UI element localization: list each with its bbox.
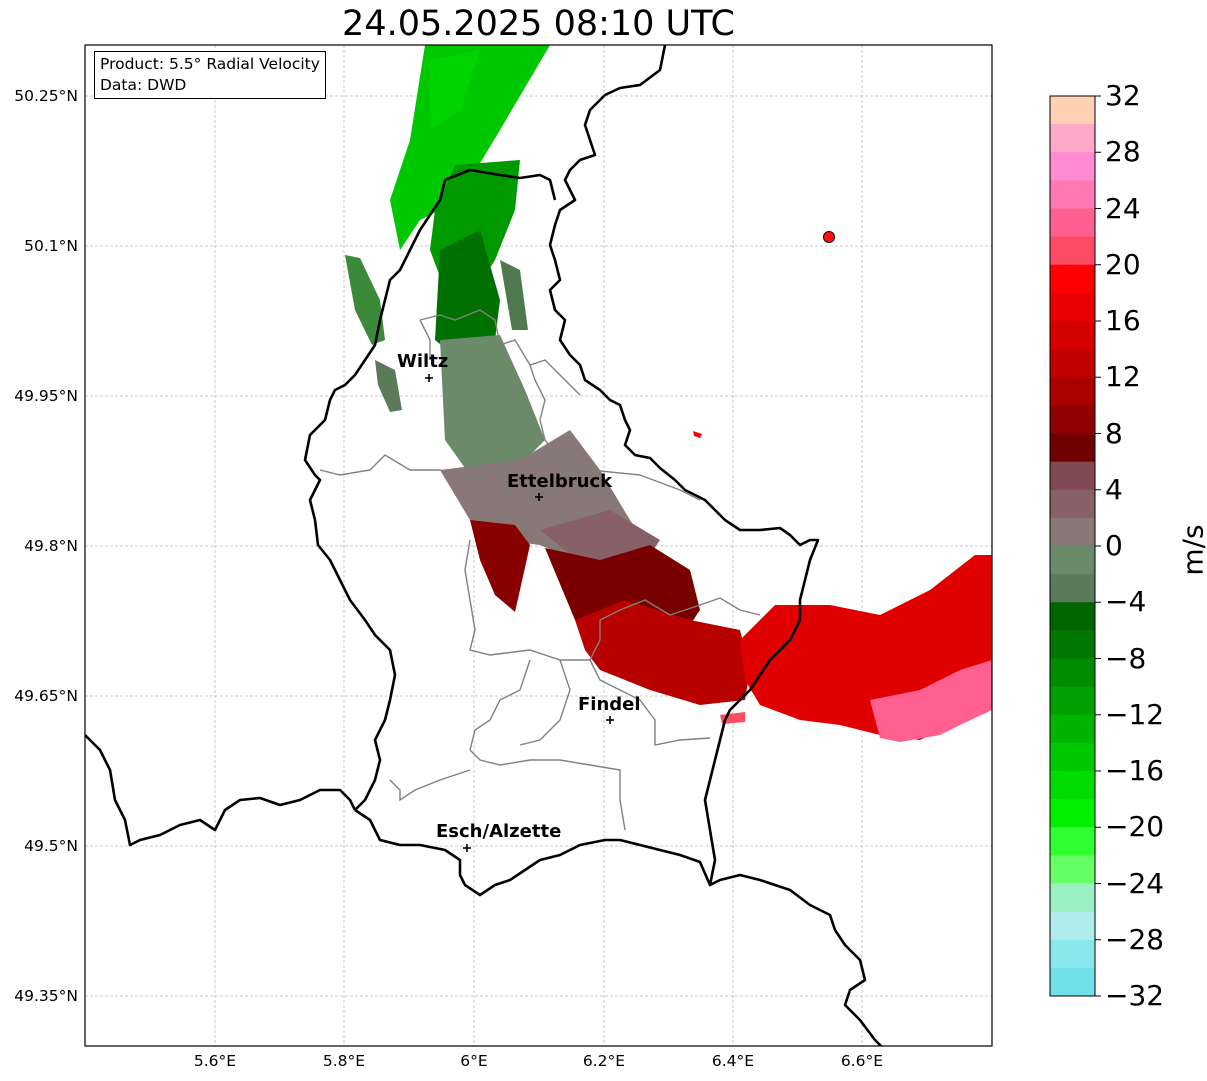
canton-boundaries bbox=[319, 309, 761, 831]
colorbar-segment bbox=[1050, 517, 1095, 547]
colorbar-tick-label: 12 bbox=[1105, 360, 1141, 394]
lat-label: 49.35°N bbox=[14, 987, 78, 1005]
colorbar-segment bbox=[1050, 658, 1095, 688]
colorbar-segment bbox=[1050, 799, 1095, 828]
echo-left-speckle-2 bbox=[375, 360, 402, 412]
colorbar-segment bbox=[1050, 180, 1095, 209]
colorbar-segment bbox=[1050, 124, 1095, 153]
colorbar-segment bbox=[1050, 208, 1095, 238]
colorbar-segment bbox=[1050, 911, 1095, 941]
colorbar-segment bbox=[1050, 96, 1095, 125]
lat-label: 49.5°N bbox=[24, 837, 78, 855]
colorbar-segment bbox=[1050, 883, 1095, 913]
colorbar-segment bbox=[1050, 461, 1095, 491]
colorbar-tick-label: −24 bbox=[1105, 866, 1165, 900]
map-title: 24.05.2025 08:10 UTC bbox=[342, 4, 735, 44]
city-label-wiltz: Wiltz bbox=[397, 351, 449, 372]
colorbar-tick-label: −16 bbox=[1105, 754, 1165, 787]
plot-frame bbox=[84, 44, 993, 1047]
colorbar-segment bbox=[1050, 827, 1095, 856]
echo-grey-green bbox=[440, 335, 545, 475]
city-marker-esch bbox=[463, 844, 471, 852]
lon-label: 6.6°E bbox=[840, 1052, 884, 1070]
colorbar-tick-label: 24 bbox=[1105, 191, 1141, 225]
colorbar-tick-label: −8 bbox=[1105, 641, 1147, 675]
radar-site-marker bbox=[823, 231, 835, 243]
echo-green-right bbox=[500, 260, 528, 330]
city-marker-findel bbox=[606, 716, 614, 724]
echo-red-mid bbox=[575, 600, 750, 705]
city-label-esch: Esch/Alzette bbox=[436, 821, 562, 842]
city-marker-wiltz bbox=[425, 374, 433, 382]
echo-speck bbox=[693, 431, 702, 438]
colorbar-unit-label: m/s bbox=[1176, 524, 1207, 576]
colorbar-segment bbox=[1050, 236, 1095, 266]
colorbar-tick-label: 4 bbox=[1105, 472, 1123, 506]
echo-dark-red-left bbox=[470, 520, 530, 612]
product-label: Product: 5.5° Radial Velocity bbox=[100, 55, 320, 73]
colorbar-tick-label: −28 bbox=[1105, 922, 1165, 956]
colorbar-segment bbox=[1050, 489, 1095, 519]
colorbar-segment bbox=[1050, 967, 1095, 997]
colorbar-segment bbox=[1050, 264, 1095, 294]
lon-label: 6.4°E bbox=[711, 1052, 755, 1070]
lat-label: 49.95°N bbox=[14, 387, 78, 405]
colorbar-segment bbox=[1050, 742, 1095, 772]
city-label-findel: Findel bbox=[578, 694, 641, 715]
lat-label: 49.65°N bbox=[14, 687, 78, 705]
colorbar-segment bbox=[1050, 433, 1095, 463]
colorbar-segment bbox=[1050, 292, 1095, 322]
colorbar-tick-label: −32 bbox=[1105, 979, 1165, 1012]
echo-green-strip bbox=[430, 50, 480, 130]
colorbar-tick-label: −20 bbox=[1105, 810, 1165, 844]
colorbar-segment bbox=[1050, 939, 1095, 969]
colorbar-segment bbox=[1050, 602, 1095, 631]
echo-dark-green bbox=[435, 230, 500, 360]
colorbar-segment bbox=[1050, 686, 1095, 716]
colorbar-segment bbox=[1050, 349, 1095, 378]
lat-label: 49.8°N bbox=[24, 537, 78, 555]
gridlines bbox=[85, 45, 992, 1046]
colorbar-segment bbox=[1050, 574, 1095, 603]
colorbar-tick-label: 20 bbox=[1105, 247, 1141, 281]
lon-label: 5.6°E bbox=[193, 1052, 237, 1070]
colorbar-tick-label: 0 bbox=[1105, 529, 1123, 562]
city-label-ettelbruck: Ettelbruck bbox=[507, 471, 613, 492]
lon-label: 5.8°E bbox=[322, 1052, 366, 1070]
colorbar-tick-label: 8 bbox=[1105, 416, 1123, 450]
lon-label: 6.2°E bbox=[582, 1052, 626, 1070]
colorbar-tick-label: 28 bbox=[1105, 135, 1141, 169]
colorbar-segment bbox=[1050, 855, 1095, 884]
echo-pink-east bbox=[870, 660, 992, 742]
lon-label: 6°E bbox=[460, 1052, 488, 1070]
city-marker-ettelbruck bbox=[535, 493, 543, 501]
colorbar-tick-label: −12 bbox=[1105, 697, 1165, 731]
product-info-box: Product: 5.5° Radial Velocity Data: DWD bbox=[94, 51, 326, 99]
colorbar-segment bbox=[1050, 377, 1095, 406]
colorbar-tick-label: −4 bbox=[1105, 585, 1147, 619]
data-source-label: Data: DWD bbox=[100, 76, 187, 94]
colorbar-segment bbox=[1050, 630, 1095, 659]
colorbar-scale bbox=[1049, 95, 1101, 997]
city-markers bbox=[425, 374, 614, 852]
velocity-echoes bbox=[345, 45, 992, 742]
colorbar-segment bbox=[1050, 321, 1095, 350]
lat-label: 50.25°N bbox=[14, 87, 78, 105]
colorbar-segment bbox=[1050, 405, 1095, 434]
echo-left-speckle bbox=[345, 255, 385, 345]
colorbar-segment bbox=[1050, 714, 1095, 744]
colorbar-tick-label: 16 bbox=[1105, 304, 1141, 337]
country-borders bbox=[85, 45, 883, 1046]
lat-label: 50.1°N bbox=[24, 237, 78, 255]
colorbar-segment bbox=[1050, 771, 1095, 800]
colorbar-segment bbox=[1050, 152, 1095, 181]
colorbar-tick-label: 32 bbox=[1105, 79, 1141, 112]
colorbar-segment bbox=[1050, 546, 1095, 575]
